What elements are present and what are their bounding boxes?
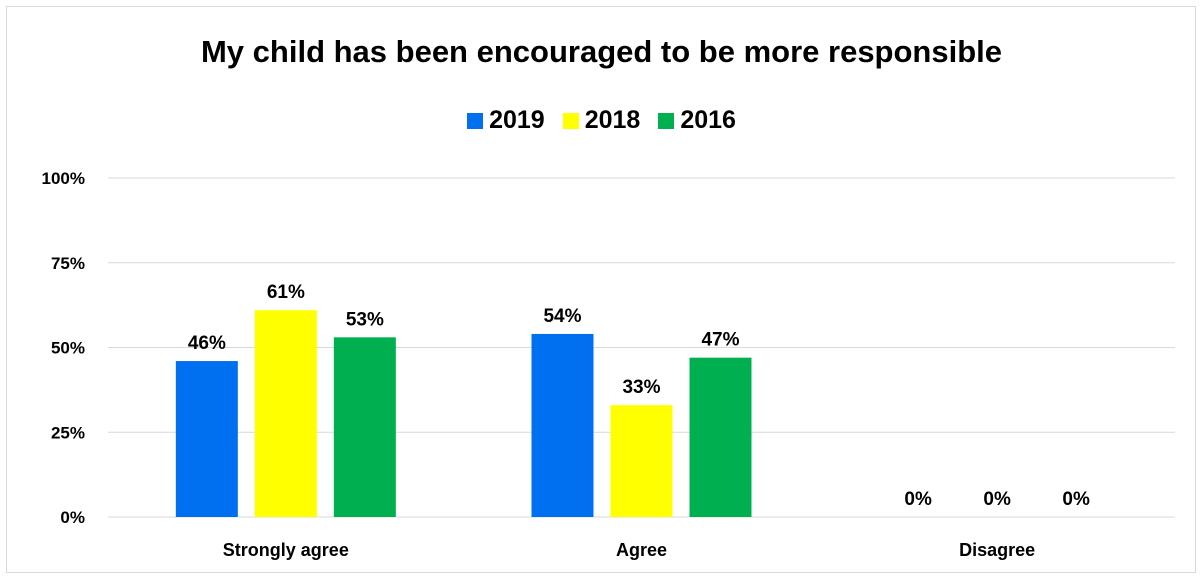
data-label: 0% (983, 489, 1011, 510)
y-tick-label: 100% (42, 169, 85, 188)
legend-label-2016: 2016 (680, 106, 736, 134)
x-category-label: Disagree (959, 540, 1035, 560)
x-category-label: Agree (616, 540, 667, 560)
data-label: 0% (904, 489, 932, 510)
legend-item-2019: 2019 (467, 106, 545, 135)
legend-label-2019: 2019 (489, 106, 545, 134)
y-tick-label: 50% (51, 339, 85, 358)
bar-2018-strongly-agree (254, 310, 317, 517)
legend-item-2018: 2018 (562, 106, 641, 135)
bar-2016-agree (689, 357, 752, 517)
legend-swatch-2016 (658, 112, 675, 129)
data-label: 61% (267, 282, 305, 303)
bar-2016-strongly-agree (333, 337, 396, 517)
data-label: 33% (622, 377, 660, 398)
bar-2019-agree (531, 333, 594, 517)
data-label: 0% (1062, 489, 1090, 510)
x-category-label: Strongly agree (223, 540, 349, 560)
data-label: 54% (543, 306, 581, 327)
bar-2018-agree (610, 405, 673, 517)
data-label: 53% (346, 309, 384, 330)
y-tick-label: 75% (51, 254, 85, 273)
bar-2019-strongly-agree (175, 361, 238, 517)
data-label: 46% (188, 333, 226, 354)
legend-swatch-2019 (467, 112, 484, 129)
chart-legend: 2019 2018 2016 (0, 106, 1203, 135)
y-tick-label: 0% (60, 508, 85, 527)
legend-label-2018: 2018 (584, 106, 641, 134)
data-label: 47% (701, 330, 739, 351)
legend-swatch-2018 (562, 112, 579, 129)
y-tick-label: 25% (51, 423, 85, 442)
chart-title: My child has been encouraged to be more … (200, 34, 1003, 69)
legend-item-2016: 2016 (658, 106, 736, 135)
